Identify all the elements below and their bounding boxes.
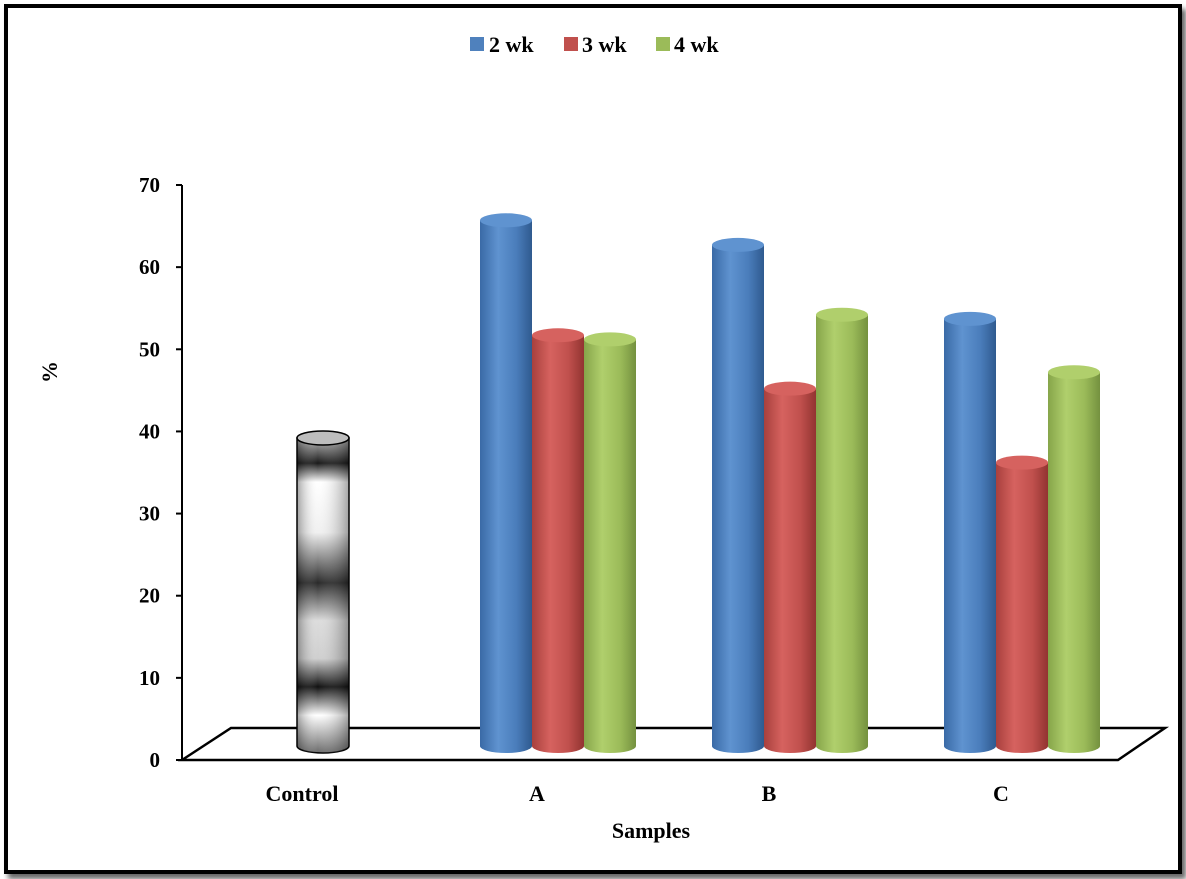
bar-a-4wk-top — [584, 332, 636, 347]
legend-label-3wk: 3 wk — [582, 32, 627, 57]
x-tick-labels: Control A B C — [266, 781, 1009, 806]
x-tick-label-control: Control — [266, 781, 339, 806]
bar-b-4wk — [816, 307, 868, 753]
bars — [296, 213, 1100, 754]
legend-label-4wk: 4 wk — [674, 32, 719, 57]
bar-c-2wk-top — [944, 311, 996, 326]
bar-b-3wk-body — [764, 388, 816, 753]
bar-b-2wk-top — [712, 237, 764, 252]
y-tick-label: 50 — [139, 337, 160, 361]
x-tick-label-a: A — [529, 781, 545, 806]
bar-b-3wk — [764, 381, 816, 753]
x-axis-title: Samples — [612, 818, 691, 843]
bar-b-4wk-top — [816, 307, 868, 322]
bar-control — [296, 430, 350, 754]
bar-b-4wk-body — [816, 314, 868, 753]
legend-item-4wk: 4 wk — [656, 32, 719, 57]
legend-item-2wk: 2 wk — [470, 32, 534, 57]
bar-c-4wk-body — [1048, 372, 1100, 753]
x-tick-label-b: B — [762, 781, 777, 806]
bar-c-2wk-body — [944, 318, 996, 753]
bar-c-3wk-top — [996, 455, 1048, 470]
bar-a-2wk-body — [480, 220, 532, 754]
bar-c-3wk — [996, 455, 1048, 753]
bar-a-4wk-body — [584, 339, 636, 753]
legend: 2 wk 3 wk 4 wk — [470, 32, 719, 57]
bar-c-4wk-top — [1048, 365, 1100, 380]
y-tick-label: 40 — [139, 419, 160, 443]
floor-outline — [177, 726, 1170, 762]
bar-a-3wk-top — [532, 328, 584, 343]
legend-item-3wk: 3 wk — [564, 32, 627, 57]
bar-a-2wk — [480, 213, 532, 754]
legend-swatch-2wk — [470, 37, 484, 51]
y-ticks: 0 10 20 30 40 50 60 70 — [139, 173, 182, 772]
legend-swatch-3wk — [564, 37, 578, 51]
y-tick-label: 0 — [150, 748, 161, 772]
axes — [177, 185, 1170, 762]
y-tick-label: 60 — [139, 255, 160, 279]
bar-c-4wk — [1048, 365, 1100, 753]
bar-c-3wk-body — [996, 462, 1048, 753]
legend-label-2wk: 2 wk — [489, 32, 534, 57]
bar-c-2wk — [944, 311, 996, 753]
x-tick-label-c: C — [993, 781, 1009, 806]
bar-control-shade — [297, 437, 349, 753]
y-tick-label: 10 — [139, 666, 160, 690]
bar-a-3wk-body — [532, 335, 584, 753]
bar-b-3wk-top — [764, 381, 816, 396]
y-tick-label: 20 — [139, 584, 160, 608]
bar-b-2wk-body — [712, 244, 764, 753]
y-axis-title: % — [37, 361, 62, 383]
bar-control-top — [296, 430, 350, 446]
legend-swatch-4wk — [656, 37, 670, 51]
y-tick-label: 30 — [139, 502, 160, 526]
y-tick-label: 70 — [139, 173, 160, 197]
bar-a-3wk — [532, 328, 584, 753]
bar-b-2wk — [712, 237, 764, 753]
bar-a-2wk-top — [480, 213, 532, 228]
bar-a-4wk — [584, 332, 636, 753]
